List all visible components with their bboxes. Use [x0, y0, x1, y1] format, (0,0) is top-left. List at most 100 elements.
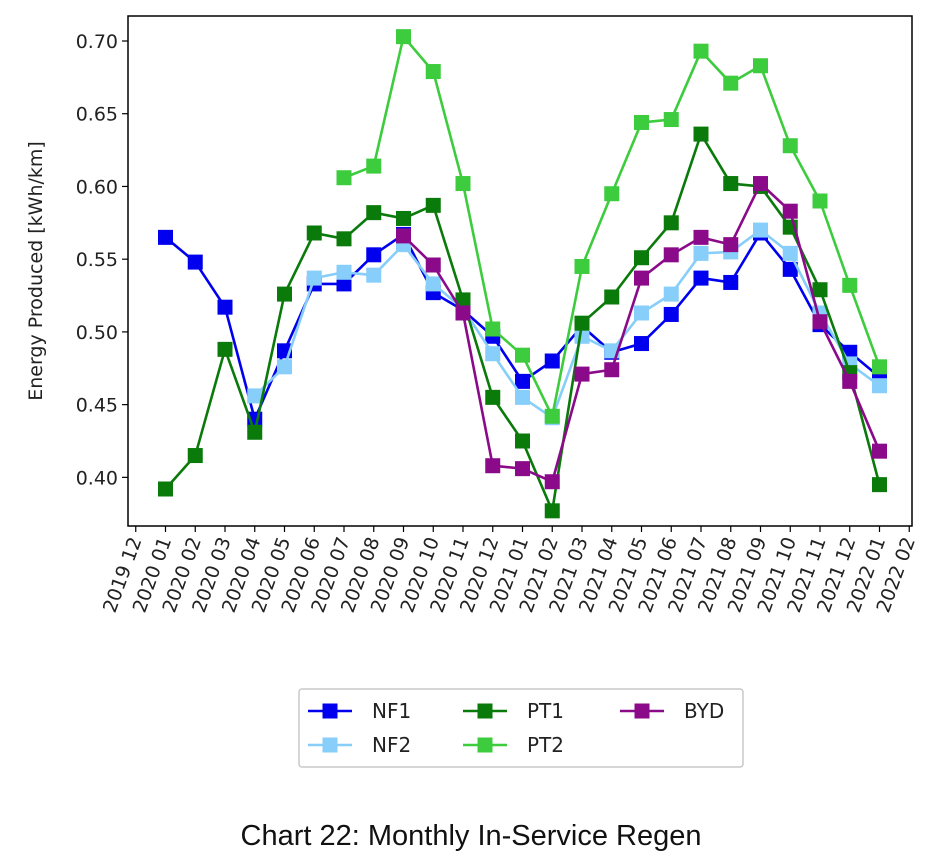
data-point	[782, 261, 798, 277]
data-point	[574, 258, 590, 274]
data-point	[634, 305, 649, 321]
data-point	[396, 228, 411, 244]
data-point	[455, 292, 471, 308]
data-point	[515, 461, 530, 477]
series-line	[402, 182, 881, 484]
data-point	[663, 215, 679, 231]
data-point	[187, 448, 203, 464]
data-point	[574, 366, 590, 382]
legend-marker	[322, 737, 338, 753]
data-point	[723, 237, 739, 253]
data-point	[247, 388, 263, 404]
data-point	[425, 197, 441, 213]
legend-item-nf2: NF2	[308, 733, 411, 757]
data-point	[842, 277, 858, 293]
data-point	[277, 286, 292, 302]
data-point	[812, 193, 828, 209]
data-point	[485, 321, 501, 337]
series-pt2	[336, 29, 887, 424]
data-point	[515, 347, 530, 363]
y-tick-label: 0.55	[76, 249, 118, 271]
data-point	[693, 43, 709, 59]
series-byd	[396, 176, 887, 490]
series-line	[164, 132, 881, 513]
data-point	[872, 359, 887, 375]
legend-item-byd: BYD	[620, 699, 724, 723]
data-point	[604, 362, 620, 378]
y-tick-label: 0.45	[76, 395, 118, 417]
data-point	[455, 305, 471, 321]
data-point	[634, 114, 649, 130]
data-point	[723, 176, 739, 192]
figure-caption: Chart 22: Monthly In-Service Regen	[240, 820, 702, 852]
legend-label: NF2	[372, 733, 411, 757]
data-point	[812, 282, 828, 298]
data-point	[782, 138, 798, 154]
data-point	[158, 481, 173, 497]
legend-item-pt2: PT2	[463, 733, 564, 757]
data-point	[634, 250, 649, 266]
data-point	[544, 503, 560, 519]
y-tick-label: 0.60	[76, 176, 118, 198]
data-point	[723, 274, 739, 290]
data-point	[336, 170, 352, 186]
data-point	[872, 443, 887, 459]
data-point	[277, 359, 292, 375]
data-point	[515, 433, 530, 449]
data-point	[544, 353, 560, 369]
series-layer	[158, 29, 887, 519]
data-point	[366, 247, 382, 263]
legend-box	[298, 688, 744, 768]
legend-item-pt1: PT1	[463, 699, 564, 723]
data-point	[782, 245, 798, 261]
data-point	[396, 29, 411, 45]
data-point	[574, 315, 590, 331]
y-tick-label: 0.65	[76, 104, 118, 126]
data-point	[663, 286, 679, 302]
data-point	[544, 474, 560, 490]
y-tick-label: 0.70	[76, 31, 118, 53]
data-point	[663, 112, 679, 128]
data-point	[217, 341, 233, 357]
data-point	[187, 254, 203, 270]
legend: NF1 NF2 PT1 PT2 BYD	[298, 688, 744, 768]
data-point	[693, 270, 709, 286]
data-point	[485, 458, 501, 474]
legend-label: PT2	[527, 733, 564, 757]
data-point	[812, 314, 828, 330]
data-point	[336, 231, 352, 247]
data-point	[782, 203, 798, 219]
data-point	[693, 229, 709, 245]
legend-label: NF1	[372, 699, 411, 723]
data-point	[396, 210, 411, 226]
data-point	[753, 222, 768, 238]
data-point	[485, 389, 501, 405]
data-point	[634, 336, 649, 352]
data-point	[425, 64, 441, 80]
data-point	[336, 264, 352, 280]
data-point	[872, 378, 887, 394]
data-point	[336, 276, 352, 292]
data-point	[306, 225, 322, 241]
legend-marker	[477, 737, 493, 753]
data-point	[158, 229, 173, 245]
data-point	[663, 306, 679, 322]
data-point	[366, 267, 382, 283]
legend-item-nf1: NF1	[308, 699, 411, 723]
data-point	[306, 270, 322, 286]
y-tick-label: 0.40	[76, 467, 118, 489]
legend-label: PT1	[527, 699, 564, 723]
legend-marker	[634, 703, 650, 719]
data-point	[544, 408, 560, 424]
data-point	[515, 373, 530, 389]
plot-frame	[127, 15, 913, 527]
data-point	[693, 245, 709, 261]
y-axis-label: Energy Produced [kWh/km]	[25, 141, 47, 401]
data-point	[842, 373, 858, 389]
legend-marker	[477, 703, 493, 719]
data-point	[366, 158, 382, 174]
line-chart: 0.40 0.45 0.50 0.55 0.60 0.65 0.70 2019 122020…	[25, 15, 920, 768]
data-point	[753, 58, 768, 74]
data-point	[485, 346, 501, 362]
